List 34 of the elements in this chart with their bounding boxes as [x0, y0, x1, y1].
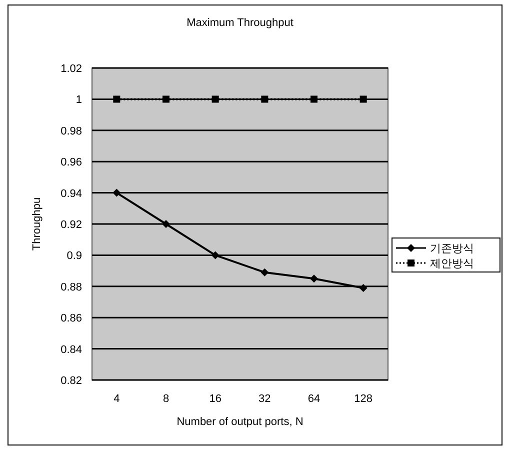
x-tick-label: 64 [308, 393, 320, 405]
point [162, 220, 170, 228]
y-tick-label: 1.02 [60, 63, 82, 75]
x-tick-label: 32 [258, 393, 271, 405]
point [211, 251, 220, 260]
x-tick-label: 4 [114, 393, 120, 405]
y-tick-label: 0.82 [60, 375, 82, 387]
y-tick-label: 0.84 [60, 344, 82, 356]
x-tick-label: 8 [162, 393, 170, 405]
point [113, 96, 120, 103]
y-tick-label: 0.92 [60, 219, 82, 231]
y-axis-title: Throughpu [31, 197, 43, 251]
point [359, 284, 368, 292]
point [360, 96, 367, 103]
y-tick-label: 0.94 [60, 188, 82, 200]
chart-title: Maximum Throughput [186, 17, 294, 29]
point [310, 274, 318, 283]
y-tick-label: 0.88 [60, 281, 82, 294]
y-tick-label: 0.98 [60, 125, 82, 138]
x-tick-label: 16 [209, 393, 222, 405]
legend-label: 기존방식 [430, 243, 474, 255]
y-tick-label: 1 [76, 94, 82, 106]
y-tick-label: 0.9 [66, 250, 82, 262]
point [310, 96, 318, 103]
point [112, 188, 121, 197]
point [212, 96, 219, 103]
x-axis-title: Number of output ports, N [176, 416, 304, 428]
legend-label: 제안방식 [430, 258, 474, 270]
point [260, 268, 269, 276]
point [261, 96, 268, 103]
y-tick-label: 0.96 [60, 156, 82, 169]
x-tick-label: 128 [354, 393, 373, 405]
y-tick-label: 0.86 [60, 312, 82, 325]
point [162, 96, 170, 103]
